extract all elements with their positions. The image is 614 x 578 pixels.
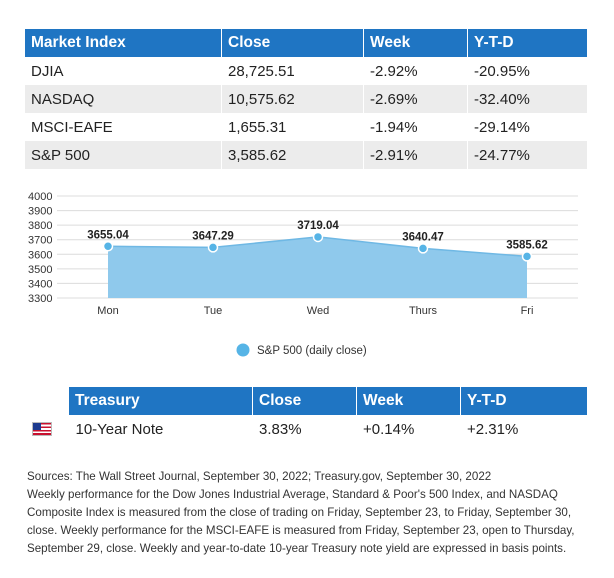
data-labels: 3655.04 3647.29 3719.04 3640.47 3585.62: [87, 220, 548, 251]
data-point: [521, 251, 533, 262]
index-ytd: -29.14%: [467, 113, 587, 141]
index-ytd: -32.40%: [467, 85, 587, 113]
index-week: -2.91%: [363, 141, 468, 169]
sp500-area-chart: 4000 3900 3800 3700 3600 3500 3400 3300 3655.04…: [28, 191, 578, 357]
treasury-table: Treasury Close Week Y-T-D 10-Year Note 3…: [25, 387, 587, 443]
data-points: [102, 231, 533, 262]
table-row: NASDAQ 10,575.62 -2.69% -32.40%: [25, 85, 587, 113]
index-name: DJIA: [25, 57, 222, 85]
data-point: [207, 242, 219, 253]
plot-area: [107, 236, 528, 298]
y-tick-label: 3600: [28, 249, 52, 261]
footnotes: Sources: The Wall Street Journal, Septem…: [27, 468, 592, 558]
table-row: 10-Year Note 3.83% +0.14% +2.31%: [25, 415, 587, 443]
methodology-note: Weekly performance for the Dow Jones Ind…: [27, 488, 575, 555]
market-index-table: Market Index Close Week Y-T-D DJIA 28,72…: [25, 29, 587, 169]
header-week: Week: [356, 387, 461, 415]
x-tick-label: Wed: [307, 305, 329, 317]
data-label: 3655.04: [87, 229, 129, 241]
header-week: Week: [363, 29, 468, 57]
data-label: 3647.29: [192, 230, 234, 242]
x-axis: Mon Tue Wed Thurs Fri: [97, 305, 533, 317]
y-tick-label: 3700: [28, 235, 52, 247]
table-row: DJIA 28,725.51 -2.92% -20.95%: [25, 57, 587, 85]
data-point: [312, 231, 324, 243]
market-table-header-row: Market Index Close Week Y-T-D: [25, 29, 587, 57]
index-close: 3,585.62: [221, 141, 364, 169]
index-week: -2.92%: [363, 57, 468, 85]
treasury-ytd: +2.31%: [467, 420, 519, 438]
y-tick-label: 3300: [28, 293, 52, 305]
x-tick-label: Mon: [97, 305, 118, 317]
x-tick-label: Fri: [521, 305, 534, 317]
index-week: -2.69%: [363, 85, 468, 113]
chart-legend: S&P 500 (daily close): [236, 343, 367, 357]
data-label: 3585.62: [506, 239, 548, 251]
index-week: -1.94%: [363, 113, 468, 141]
table-row: MSCI-EAFE 1,655.31 -1.94% -29.14%: [25, 113, 587, 141]
y-tick-label: 3400: [28, 278, 52, 290]
treasury-week: +0.14%: [356, 415, 461, 443]
data-label: 3640.47: [402, 231, 444, 243]
header-treasury: Treasury: [69, 387, 253, 415]
treasury-close: 3.83%: [252, 415, 357, 443]
legend-marker: [236, 343, 250, 357]
index-name: S&P 500: [25, 141, 222, 169]
index-close: 28,725.51: [221, 57, 364, 85]
x-tick-label: Thurs: [409, 305, 438, 317]
y-tick-label: 4000: [28, 191, 52, 203]
y-tick-label: 3900: [28, 206, 52, 218]
data-point: [102, 241, 114, 252]
x-tick-label: Tue: [204, 305, 223, 317]
header-ytd: Y-T-D: [460, 387, 587, 415]
header-close: Close: [221, 29, 364, 57]
index-name: MSCI-EAFE: [25, 113, 222, 141]
index-close: 10,575.62: [221, 85, 364, 113]
flag-cell: [25, 415, 70, 443]
index-ytd: -24.77%: [467, 141, 587, 169]
header-flag-spacer: [25, 387, 69, 415]
treasury-table-header-row: Treasury Close Week Y-T-D: [25, 387, 587, 415]
header-market-index: Market Index: [25, 29, 222, 57]
treasury-name: 10-Year Note: [69, 415, 253, 443]
header-close: Close: [252, 387, 357, 415]
data-label: 3719.04: [297, 220, 339, 232]
series-area: [108, 236, 527, 298]
table-row: S&P 500 3,585.62 -2.91% -24.77%: [25, 141, 587, 169]
index-ytd: -20.95%: [467, 57, 587, 85]
legend-label: S&P 500 (daily close): [257, 345, 367, 357]
y-tick-label: 3800: [28, 220, 52, 232]
data-point: [417, 243, 429, 254]
header-ytd: Y-T-D: [467, 29, 587, 57]
sources-note: Sources: The Wall Street Journal, Septem…: [27, 470, 492, 483]
y-tick-label: 3500: [28, 264, 52, 276]
y-axis: 4000 3900 3800 3700 3600 3500 3400 3300: [28, 191, 52, 305]
us-flag-icon: [32, 422, 52, 436]
index-name: NASDAQ: [25, 85, 222, 113]
index-close: 1,655.31: [221, 113, 364, 141]
